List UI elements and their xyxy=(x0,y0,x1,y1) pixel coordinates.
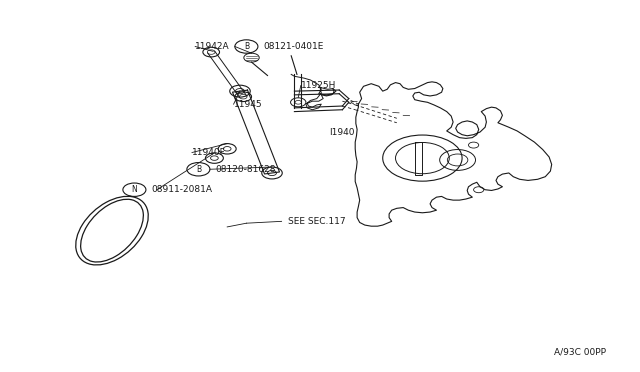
Text: 11940F: 11940F xyxy=(192,148,226,157)
Text: 08120-81628: 08120-81628 xyxy=(215,165,276,174)
Text: 08911-2081A: 08911-2081A xyxy=(151,185,212,194)
Text: 11925H: 11925H xyxy=(301,81,336,90)
Text: 11942A: 11942A xyxy=(195,42,230,51)
Text: I1940: I1940 xyxy=(330,128,355,137)
Text: B: B xyxy=(196,165,201,174)
Text: 11945: 11945 xyxy=(234,100,262,109)
Text: 08121-0401E: 08121-0401E xyxy=(263,42,323,51)
Text: B: B xyxy=(244,42,249,51)
Text: SEE SEC.117: SEE SEC.117 xyxy=(288,217,346,226)
Text: N: N xyxy=(132,185,137,194)
Text: A/93C 00PP: A/93C 00PP xyxy=(554,347,605,356)
